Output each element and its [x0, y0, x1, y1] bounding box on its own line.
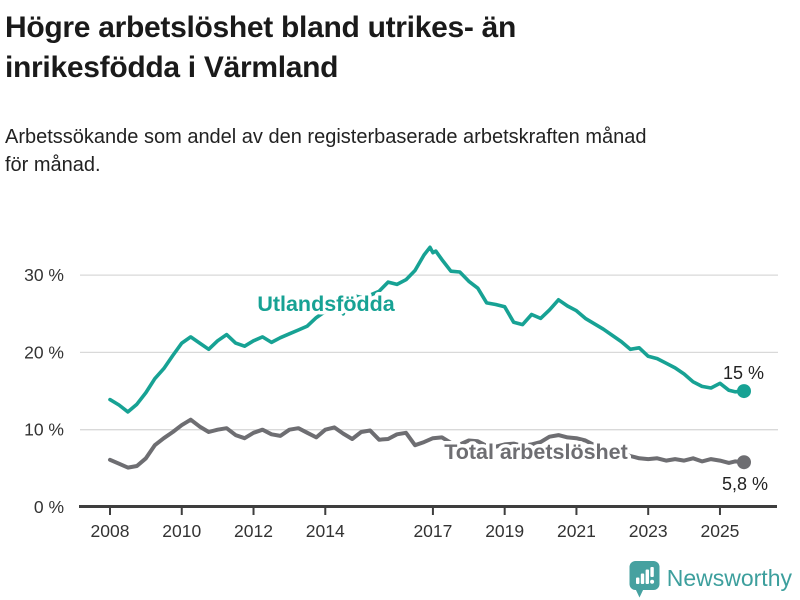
newsworthy-logo-icon — [629, 561, 660, 598]
newsworthy-branding: Newsworthy — [629, 560, 792, 600]
y-axis-label: 0 % — [34, 497, 64, 517]
y-axis-label: 30 % — [24, 265, 64, 285]
series-line-utlandsf-dda — [108, 245, 746, 414]
series-label-total-arbetsl-shet: Total arbetslöshet — [444, 440, 628, 464]
end-dot-utlandsf-dda — [737, 384, 751, 399]
x-tick-label: 2025 — [700, 521, 739, 541]
series-line-total-arbetsl-shet — [108, 417, 746, 470]
end-dot-total-arbetsl-shet — [737, 455, 751, 470]
chart-subtitle: Arbetssökande som andel av den registerb… — [5, 126, 647, 177]
end-value-label-total-arbetsl-shet: 5,8 % — [722, 474, 768, 494]
x-tick-label: 2017 — [413, 521, 452, 541]
series-label-utlandsf-dda: Utlandsfödda — [257, 292, 395, 316]
x-tick-label: 2019 — [485, 521, 524, 541]
x-tick-label: 2021 — [557, 521, 596, 541]
newsworthy-brand-name: Newsworthy — [666, 565, 792, 591]
page-title: Högre arbetslöshet bland utrikes- än inr… — [5, 11, 516, 84]
end-value-label-utlandsf-dda: 15 % — [723, 363, 764, 383]
x-tick-label: 2008 — [91, 521, 130, 541]
x-tick-label: 2012 — [234, 521, 273, 541]
x-tick-label: 2010 — [162, 521, 201, 541]
y-axis-label: 20 % — [24, 342, 64, 362]
x-tick-label: 2014 — [306, 521, 345, 541]
y-axis-label: 10 % — [24, 420, 64, 440]
x-tick-label: 2023 — [629, 521, 668, 541]
